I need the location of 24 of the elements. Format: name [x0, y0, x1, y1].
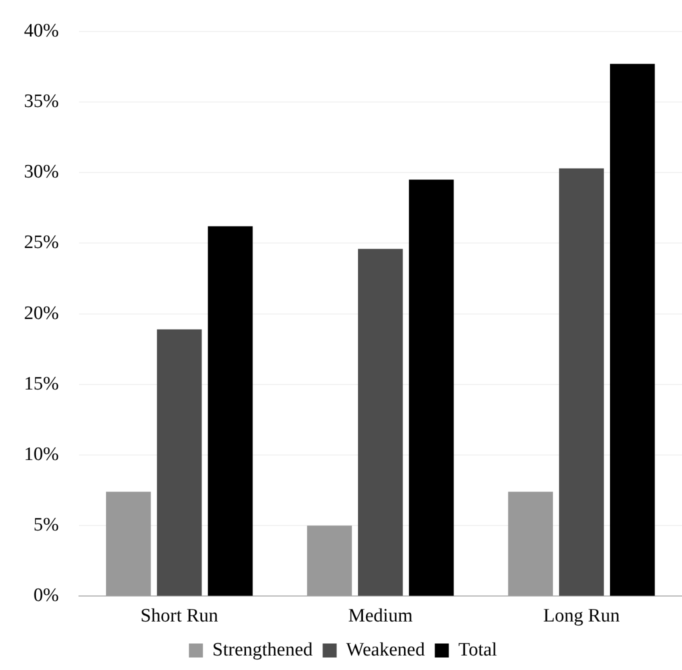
bar: [208, 226, 253, 596]
x-tick-label: Long Run: [543, 606, 620, 627]
y-tick-label: 5%: [34, 514, 59, 536]
y-tick-label: 35%: [24, 90, 59, 112]
bar: [610, 64, 655, 596]
bar: [156, 329, 202, 596]
x-tick-label: Medium: [348, 606, 413, 627]
bar: [408, 180, 454, 596]
legend-label: Weakened: [346, 639, 426, 660]
bar: [559, 168, 604, 596]
bar: [508, 492, 553, 596]
y-tick-label: 10%: [24, 444, 59, 465]
y-tick-label: 40%: [24, 20, 59, 42]
legend-label: Total: [458, 639, 498, 660]
y-tick-label: 0%: [34, 585, 59, 606]
bar: [106, 492, 151, 596]
x-tick-label: Short Run: [140, 606, 219, 627]
legend-label: Strengthened: [212, 639, 314, 660]
bar: [358, 248, 403, 596]
bar: [307, 526, 352, 596]
y-tick-label: 20%: [24, 302, 59, 324]
y-tick-label: 15%: [24, 373, 59, 394]
y-tick-label: 30%: [24, 162, 59, 183]
y-tick-label: 25%: [24, 232, 59, 254]
